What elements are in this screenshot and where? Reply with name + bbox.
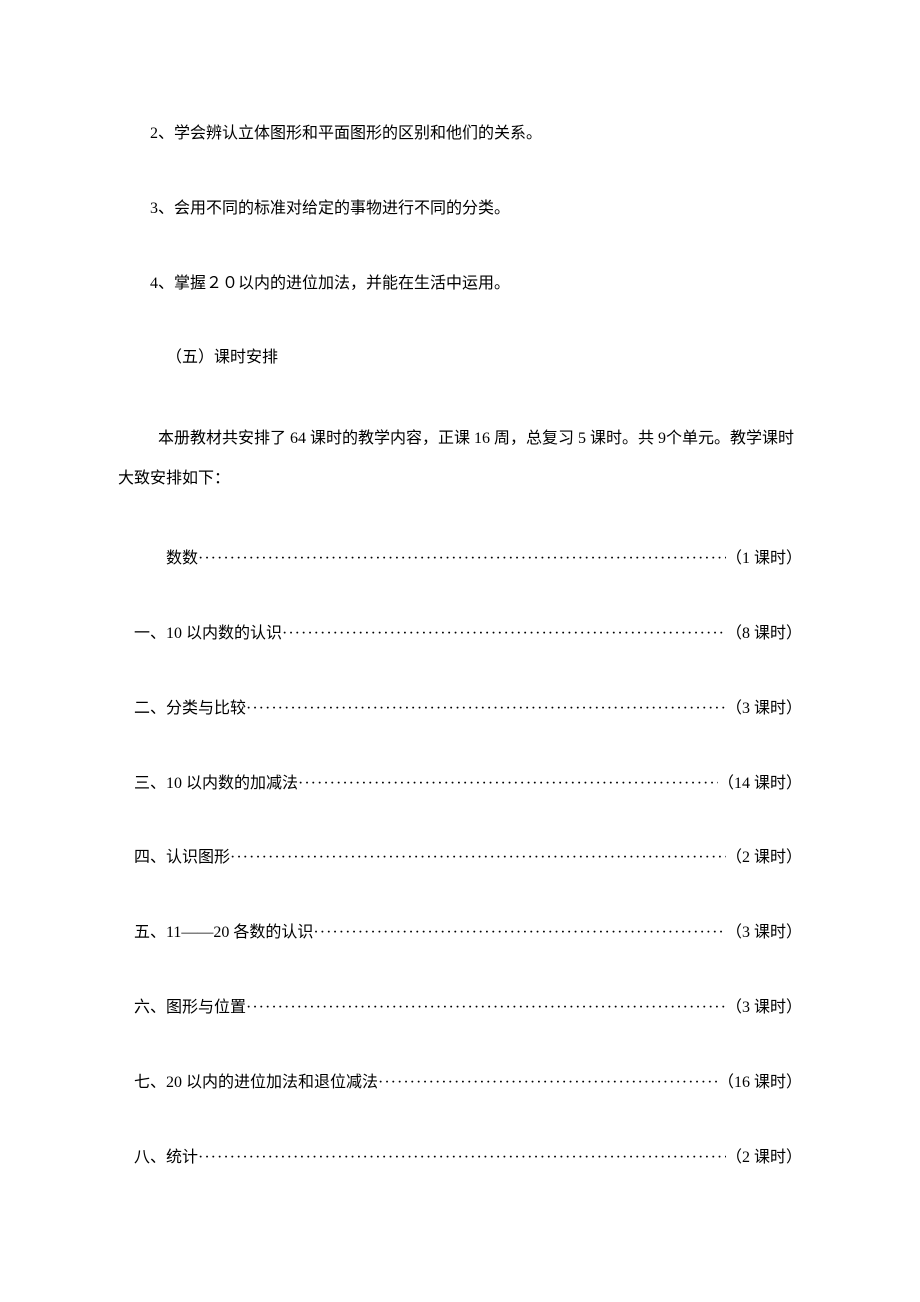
toc-page: （3 课时） (726, 994, 802, 1023)
toc-dots: ········································… (378, 1069, 718, 1098)
toc-line: 六、图形与位置·································… (134, 994, 802, 1023)
toc-title: 八、统计 (134, 1144, 198, 1173)
paragraph-item-4: 4、掌握２０以内的进位加法，并能在生活中运用。 (118, 270, 802, 299)
toc-page: （2 课时） (726, 844, 802, 873)
toc-page: （3 课时） (726, 919, 802, 948)
toc-title: 四、认识图形 (134, 844, 230, 873)
toc-title: 七、20 以内的进位加法和退位减法 (134, 1069, 378, 1098)
toc-dots: ········································… (282, 620, 726, 649)
paragraph-item-2: 2、学会辨认立体图形和平面图形的区别和他们的关系。 (118, 120, 802, 149)
toc-page: （2 课时） (726, 1144, 802, 1173)
toc-dots: ········································… (230, 844, 726, 873)
toc-page: （8 课时） (726, 620, 802, 649)
toc-line: 一、10 以内数的认识·····························… (134, 620, 802, 649)
toc-title: 二、分类与比较 (134, 695, 246, 724)
toc-dots: ········································… (246, 994, 726, 1023)
toc-page: （3 课时） (726, 695, 802, 724)
toc-title: 一、10 以内数的认识 (134, 620, 282, 649)
toc-dots: ········································… (313, 919, 726, 948)
toc-title: 数数 (166, 545, 198, 574)
toc-title: 六、图形与位置 (134, 994, 246, 1023)
toc-line: 三、10 以内数的加减法····························… (134, 770, 802, 799)
section-heading-5: （五）课时安排 (118, 344, 802, 373)
paragraph-item-3: 3、会用不同的标准对给定的事物进行不同的分类。 (118, 195, 802, 224)
toc-line: 八、统计····································… (134, 1144, 802, 1173)
toc-dots: ········································… (198, 545, 726, 574)
toc-line: 二、分类与比较·································… (134, 695, 802, 724)
toc-dots: ········································… (246, 695, 726, 724)
toc-title: 五、11——20 各数的认识 (134, 919, 313, 948)
toc-line: 五、11——20 各数的认识··························… (134, 919, 802, 948)
toc-dots: ········································… (198, 1144, 726, 1173)
toc-line: 四、认识图形··································… (134, 844, 802, 873)
toc-page: （1 课时） (726, 545, 802, 574)
toc-page: （14 课时） (718, 770, 802, 799)
toc-dots: ········································… (298, 770, 718, 799)
intro-paragraph: 本册教材共安排了 64 课时的教学内容，正课 16 周，总复习 5 课时。共 9… (118, 419, 802, 499)
toc-container: 数数······································… (118, 545, 802, 1172)
toc-line: 数数······································… (166, 545, 802, 574)
toc-page: （16 课时） (718, 1069, 802, 1098)
toc-line: 七、20 以内的进位加法和退位减法·······················… (134, 1069, 802, 1098)
toc-title: 三、10 以内数的加减法 (134, 770, 298, 799)
